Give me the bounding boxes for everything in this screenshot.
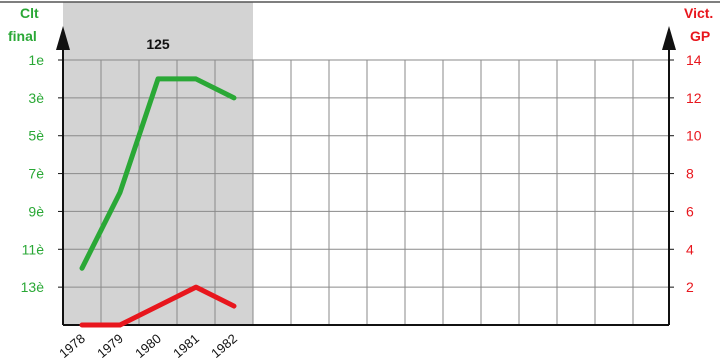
- right-tick-label: 4: [686, 241, 694, 257]
- right-tick-label: 6: [686, 203, 694, 219]
- left-tick-label: 7è: [28, 166, 44, 182]
- right-ticks: 14 12 10 8 6 4 2: [669, 52, 702, 295]
- right-axis-arrow: [662, 26, 676, 50]
- left-tick-label: 13è: [21, 279, 45, 295]
- right-tick-label: 8: [686, 166, 694, 182]
- left-tick-label: 5è: [28, 128, 44, 144]
- left-tick-label: 9è: [28, 203, 44, 219]
- right-axis-title-line2: GP: [690, 28, 710, 44]
- right-tick-label: 10: [686, 128, 702, 144]
- left-tick-label: 1e: [28, 52, 44, 68]
- right-tick-label: 2: [686, 279, 694, 295]
- right-tick-label: 12: [686, 90, 702, 106]
- right-axis-title-line1: Vict.: [684, 5, 713, 21]
- grid: [63, 59, 669, 325]
- series-line-vict-gp: [79, 284, 237, 328]
- left-axis-title-line2: final: [8, 28, 37, 44]
- x-tick-label: 1981: [170, 331, 202, 361]
- left-axis-arrow: [56, 26, 70, 50]
- left-axis-title-line1: Clt: [20, 5, 39, 21]
- band-label: 125: [146, 36, 170, 52]
- left-ticks: 1e 3è 5è 7è 9è 11è 13è: [21, 52, 63, 295]
- x-tick-label: 1978: [56, 331, 88, 361]
- series: [79, 76, 237, 328]
- x-tick-label: 1982: [208, 331, 240, 361]
- right-tick-label: 14: [686, 52, 702, 68]
- series-line-clt-final: [79, 76, 237, 271]
- x-ticks: 1978 1979 1980 1981 1982: [56, 331, 240, 361]
- x-tick-label: 1980: [132, 331, 164, 361]
- x-tick-label: 1979: [94, 331, 126, 361]
- band-rect: [63, 2, 253, 325]
- left-tick-label: 11è: [22, 241, 45, 257]
- left-tick-label: 3è: [28, 90, 44, 106]
